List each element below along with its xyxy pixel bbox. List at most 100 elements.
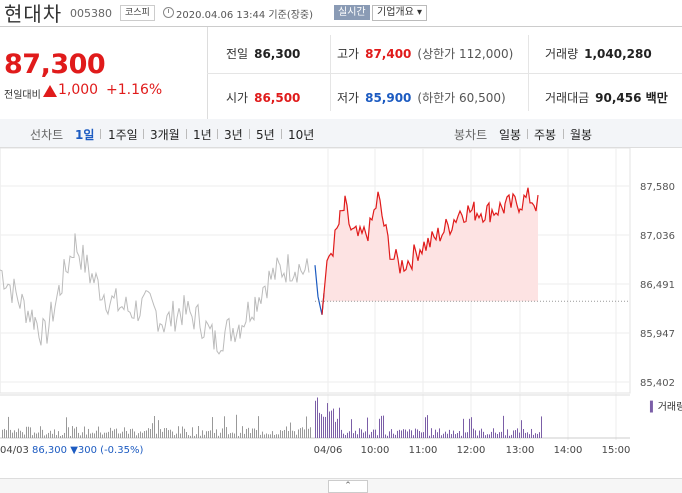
volume-bar — [373, 429, 374, 438]
volume-bar — [421, 432, 422, 438]
volume-bar — [206, 431, 207, 438]
tab-1year[interactable]: 1년 — [193, 128, 212, 142]
volume-bar — [264, 434, 265, 438]
tab-3months[interactable]: 3개월 — [150, 128, 180, 142]
volume-bar — [288, 430, 289, 438]
tab-daily-candle[interactable]: 일봉 — [499, 128, 522, 142]
volume-bar — [112, 430, 113, 438]
volume-bar — [64, 432, 65, 438]
chart-period-tabs: 선차트 1일 1주일 3개월 1년 3년 5년 10년 봉차트 일봉 주봉 월봉 — [0, 119, 682, 148]
y-tick-label: 85,402 — [640, 378, 675, 389]
volume-bar — [24, 434, 25, 438]
y-tick-label: 87,036 — [640, 231, 675, 242]
tab-separator — [527, 129, 528, 139]
volume-bar — [220, 432, 221, 438]
volume-bar — [489, 434, 490, 438]
volume-bar — [212, 417, 213, 438]
realtime-button[interactable]: 실시간 — [334, 5, 370, 20]
tab-1week[interactable]: 1주일 — [108, 128, 138, 142]
volume-bar — [387, 435, 388, 438]
volume-bar — [178, 426, 179, 438]
volume-bar — [198, 426, 199, 438]
volume-bar — [405, 429, 406, 438]
volume-bar — [128, 433, 129, 438]
price-fill-area — [322, 187, 538, 315]
stat-prev-close: 전일 86,300 — [226, 47, 301, 61]
stock-code: 005380 — [70, 7, 112, 20]
volume-bar — [242, 426, 243, 438]
volume-bar — [331, 410, 332, 438]
volume-bar — [68, 427, 69, 438]
volume-bar — [457, 433, 458, 438]
intraday-chart[interactable]: 87,580 87,036 86,491 85,947 85,402 04/06 10:0… — [0, 148, 682, 478]
volume-bar — [391, 429, 392, 438]
volume-bar — [369, 434, 370, 438]
volume-bar — [513, 430, 514, 438]
volume-bar — [120, 433, 121, 438]
volume-bar — [140, 431, 141, 438]
volume-bar — [142, 432, 143, 438]
tab-1day[interactable]: 1일 — [75, 128, 95, 142]
volume-bar — [6, 430, 7, 438]
volume-bar — [327, 403, 328, 438]
volume-bar — [202, 430, 203, 438]
price-box: 87,300 전일대비 1,000 +1.16% — [0, 27, 208, 119]
volume-bar — [280, 430, 281, 438]
volume-bar — [298, 429, 299, 438]
volume-bar — [100, 432, 101, 438]
tab-monthly-candle[interactable]: 월봉 — [570, 128, 593, 142]
volume-bar — [407, 431, 408, 438]
volume-bar — [537, 433, 538, 438]
volume-bar — [158, 420, 159, 438]
volume-bar — [308, 428, 309, 438]
volume-bar — [80, 435, 81, 438]
volume-bar — [443, 433, 444, 438]
volume-bar — [491, 431, 492, 438]
company-name: 현대차 — [4, 2, 63, 26]
volume-bar — [210, 430, 211, 438]
volume-bar — [218, 435, 219, 438]
volume-bar — [20, 430, 21, 438]
volume-bar — [258, 416, 259, 438]
volume-bar — [250, 433, 251, 438]
volume-bar — [473, 428, 474, 438]
price-frame — [0, 148, 631, 394]
tab-weekly-candle[interactable]: 주봉 — [534, 128, 557, 142]
tab-separator — [217, 129, 218, 139]
volume-bar — [150, 428, 151, 438]
volume-bar — [365, 431, 366, 438]
volume-bar — [349, 431, 350, 438]
company-info-dropdown[interactable]: 기업개요 ▾ — [372, 5, 427, 21]
volume-bar — [44, 435, 45, 438]
volume-bar — [222, 428, 223, 438]
tab-10years[interactable]: 10년 — [288, 128, 315, 142]
volume-bar — [377, 435, 378, 438]
quote-datetime: 2020.04.06 13:44 기준(장중) — [176, 10, 314, 21]
up-triangle-icon — [43, 85, 57, 97]
volume-bar — [300, 428, 301, 438]
volume-bar — [409, 429, 410, 438]
volume-bar — [162, 431, 163, 438]
x-tick-label: 14:00 — [554, 445, 583, 456]
tab-5years[interactable]: 5년 — [256, 128, 275, 142]
volume-bar — [361, 429, 362, 438]
volume-bar — [403, 429, 404, 438]
tab-3years[interactable]: 3년 — [224, 128, 243, 142]
volume-bar — [447, 433, 448, 438]
volume-bar — [256, 430, 257, 438]
volume-bar — [48, 432, 49, 438]
volume-bar — [449, 429, 450, 438]
volume-bar — [507, 429, 508, 438]
line-chart-label: 선차트 — [30, 128, 64, 142]
volume-bar — [92, 432, 93, 438]
volume-bar — [136, 435, 137, 438]
volume-bar — [495, 432, 496, 438]
volume-bar — [451, 434, 452, 438]
volume-bar — [76, 426, 77, 438]
volume-bar — [200, 435, 201, 438]
volume-bar — [459, 431, 460, 438]
volume-bar — [319, 412, 320, 438]
collapse-button[interactable]: ⌃ — [328, 480, 368, 493]
volume-bar — [42, 429, 43, 438]
tab-separator — [249, 129, 250, 139]
